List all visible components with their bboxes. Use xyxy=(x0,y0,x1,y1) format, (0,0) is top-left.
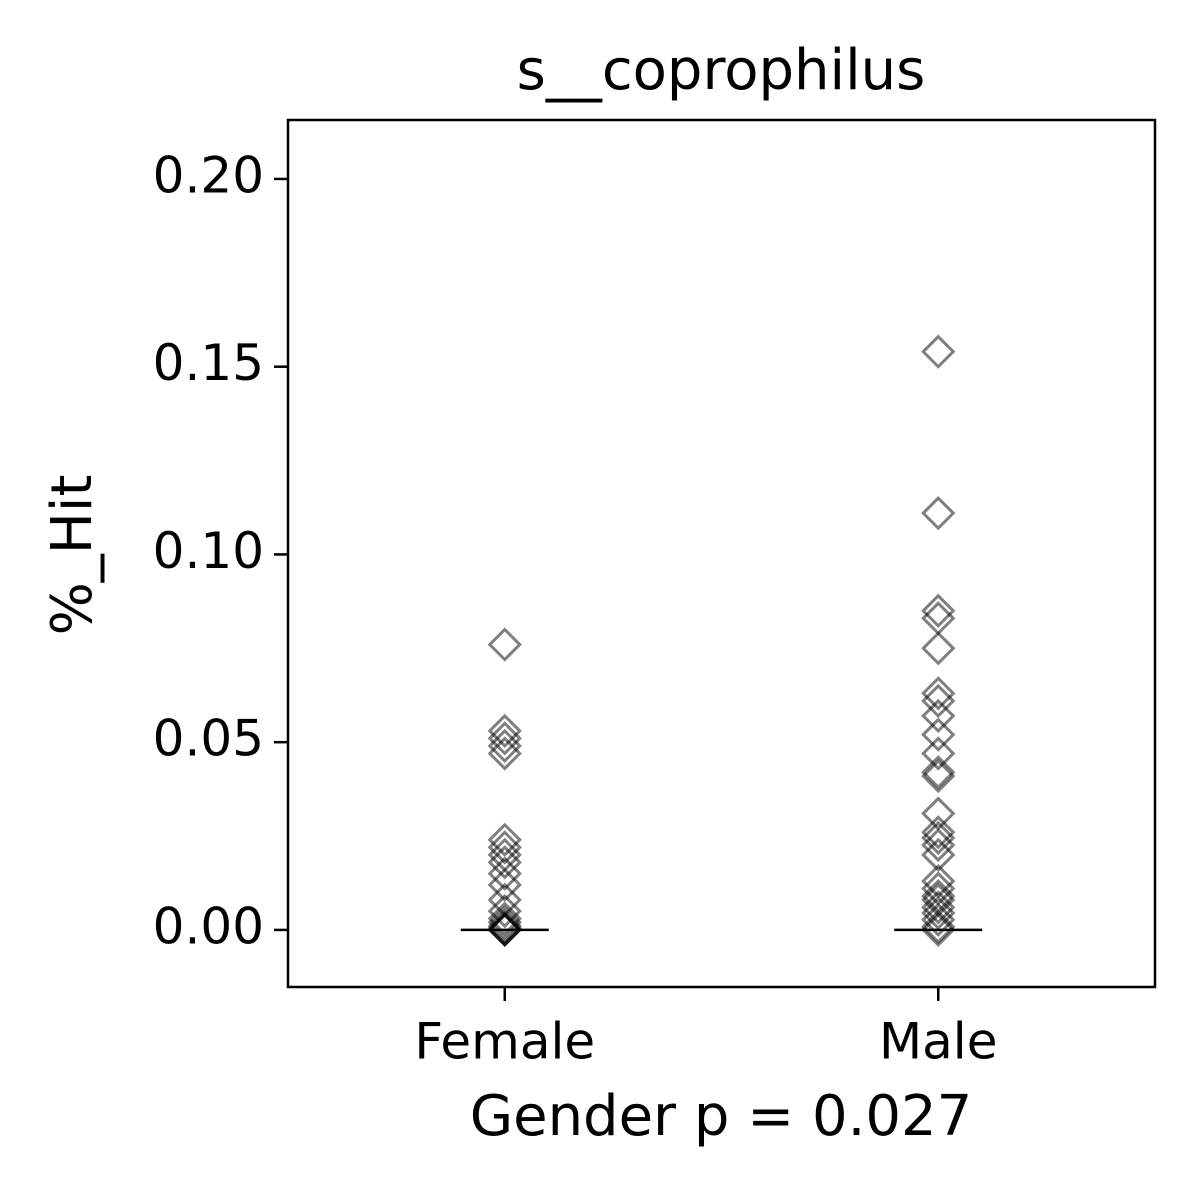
point xyxy=(921,820,956,856)
point xyxy=(921,717,956,752)
point xyxy=(921,912,956,948)
point xyxy=(921,593,956,628)
point xyxy=(921,496,956,531)
point xyxy=(921,736,956,771)
point xyxy=(487,822,522,857)
point xyxy=(921,890,956,925)
point xyxy=(921,902,956,937)
y-tick-label: 0.15 xyxy=(153,334,264,392)
point xyxy=(921,676,956,711)
x-tick-label: Female xyxy=(414,1013,595,1071)
point xyxy=(921,755,956,790)
point xyxy=(487,736,522,771)
y-tick-label: 0.05 xyxy=(153,710,264,768)
point xyxy=(921,815,956,850)
point xyxy=(921,909,956,945)
point xyxy=(921,334,956,369)
plot-frame xyxy=(286,118,1157,989)
chart-title: s__coprophilus xyxy=(517,38,926,103)
x-axis-label: Gender p = 0.027 xyxy=(470,1084,973,1149)
point xyxy=(487,901,522,936)
point xyxy=(487,713,522,749)
x-tick-label: Male xyxy=(879,1013,997,1071)
point xyxy=(487,728,522,764)
point xyxy=(921,837,956,872)
point xyxy=(921,827,956,863)
point xyxy=(921,758,956,794)
y-tick-label: 0.10 xyxy=(153,522,264,580)
point xyxy=(487,867,522,902)
point xyxy=(921,895,956,931)
point xyxy=(921,683,956,719)
point xyxy=(921,631,956,666)
y-tick-label: 0.20 xyxy=(153,146,264,204)
point xyxy=(487,721,522,756)
point xyxy=(487,905,522,940)
point xyxy=(487,912,522,948)
y-tick-label: 0.00 xyxy=(153,897,264,955)
y-axis-label: %_Hit xyxy=(40,475,105,636)
point xyxy=(487,845,522,880)
point xyxy=(487,894,522,929)
point xyxy=(921,698,956,734)
point xyxy=(487,830,522,865)
point xyxy=(487,627,522,662)
point xyxy=(487,856,522,891)
